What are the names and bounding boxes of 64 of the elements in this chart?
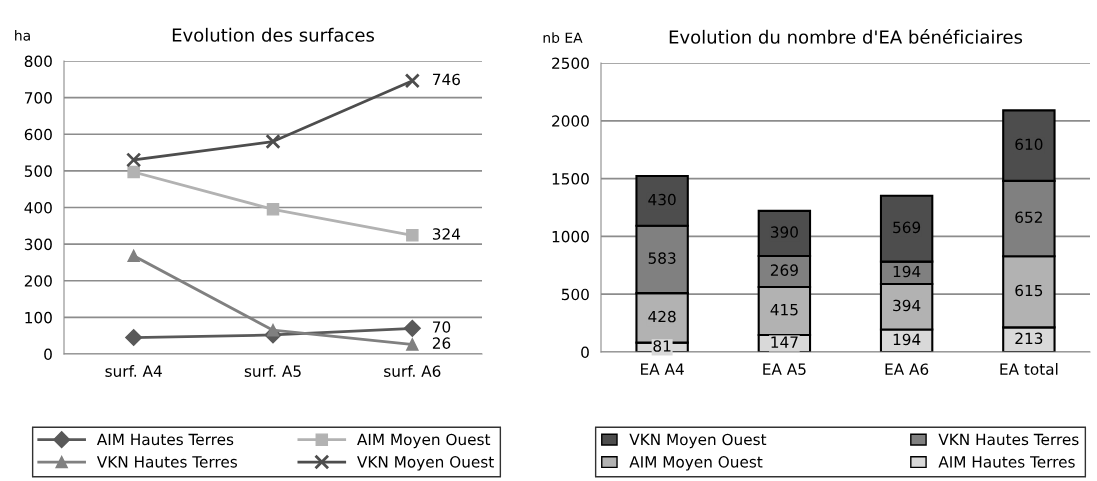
- y-tick-label: 2000: [552, 115, 589, 127]
- point: [127, 165, 140, 179]
- legend-label: VKN Moyen Ouest: [629, 433, 767, 449]
- legend-label: AIM Hautes Terres: [96, 433, 234, 446]
- x-tick-label: EA A4: [641, 363, 684, 375]
- data-label: 324: [432, 228, 461, 240]
- chart-title: Evolution des surfaces: [172, 27, 375, 42]
- data-label: 269: [770, 264, 798, 276]
- legend-label: AIM Moyen Ouest: [629, 456, 763, 471]
- point: [406, 338, 419, 351]
- point: [125, 328, 143, 347]
- y-axis-title: ha: [15, 29, 30, 41]
- data-label: 615: [1015, 284, 1043, 297]
- data-label: 213: [1015, 332, 1043, 345]
- point: [127, 249, 140, 263]
- point: [406, 229, 419, 242]
- y-tick-label: 500: [561, 288, 589, 301]
- y-tick-label: 500: [24, 165, 52, 177]
- data-label: 26: [432, 337, 451, 349]
- data-label: 415: [770, 304, 798, 316]
- y-tick-label: 800: [24, 55, 52, 68]
- y-tick-label: 700: [24, 92, 52, 104]
- point: [266, 203, 280, 216]
- x-tick-label: surf. A4: [105, 365, 162, 377]
- data-label: 70: [433, 321, 451, 333]
- data-label: 569: [893, 221, 921, 234]
- legend-label: VKN Hautes Terres: [938, 433, 1079, 446]
- data-label: 147: [771, 336, 798, 348]
- x-tick-label: surf. A5: [244, 365, 301, 377]
- data-label: 194: [893, 333, 921, 346]
- point: [265, 133, 281, 150]
- data-label: 430: [648, 193, 676, 206]
- data-label: 394: [893, 299, 921, 312]
- point: [126, 152, 142, 168]
- y-axis-title: nb EA: [543, 32, 583, 43]
- x-tick-label: EA A6: [885, 363, 929, 375]
- y-tick-label: 200: [24, 275, 52, 287]
- y-tick-label: 600: [24, 128, 52, 141]
- y-tick-label: 300: [24, 238, 52, 251]
- x-tick-label: surf. A6: [384, 365, 441, 377]
- data-label: 428: [648, 310, 676, 323]
- data-label: 746: [433, 73, 460, 86]
- legend-label: VKN Hautes Terres: [96, 456, 237, 468]
- chart-title: Evolution du nombre d'EA bénéficiaires: [669, 29, 1023, 44]
- x-tick-label: EA A5: [763, 363, 806, 375]
- x-tick-label: EA total: [1000, 363, 1058, 375]
- legend-label: AIM Moyen Ouest: [357, 433, 491, 449]
- y-tick-label: 0: [581, 346, 589, 359]
- point: [404, 73, 420, 89]
- y-tick-label: 2500: [552, 57, 589, 70]
- legend-label: VKN Moyen Ouest: [357, 456, 494, 471]
- y-tick-label: 400: [24, 201, 52, 214]
- y-tick-label: 100: [25, 311, 52, 324]
- data-label: 610: [1015, 138, 1043, 151]
- y-tick-label: 0: [44, 348, 52, 361]
- data-label: 194: [893, 265, 921, 278]
- point: [266, 323, 280, 337]
- data-label: 652: [1015, 211, 1042, 224]
- data-label: 390: [770, 226, 798, 238]
- legend-label: AIM Hautes Terres: [938, 456, 1075, 468]
- data-label: 583: [648, 252, 676, 264]
- y-tick-label: 1500: [552, 173, 589, 185]
- y-tick-label: 1000: [552, 230, 589, 243]
- point: [403, 319, 421, 337]
